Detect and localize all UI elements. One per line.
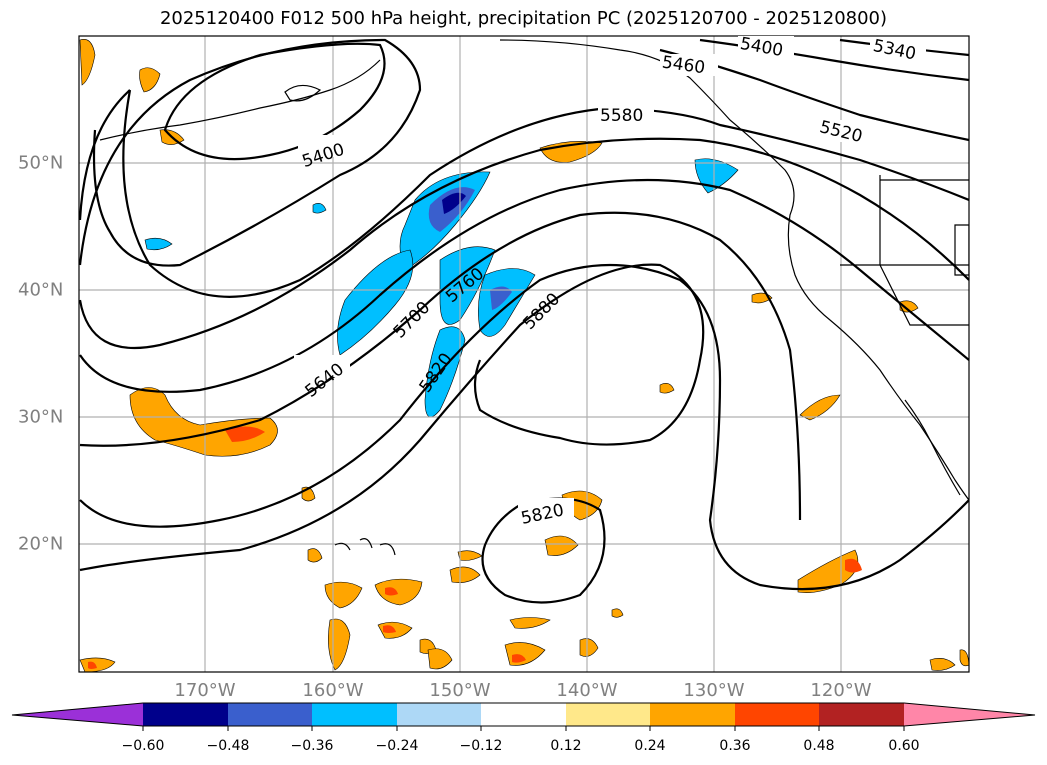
colorbar-tick-label: 0.60 [888,738,920,754]
colorbar-tick-label: −0.24 [375,738,419,754]
colorbar-lower-extension [12,703,143,726]
lon-label: 170°W [174,680,236,701]
lon-label: 130°W [683,680,745,701]
contour-label: 5880 [519,289,564,334]
height-contours [79,38,969,604]
lon-label: 120°W [810,680,872,701]
lon-label: 160°W [302,680,364,701]
map-title: 2025120400 F012 500 hPa height, precipit… [159,8,888,29]
lon-label: 140°W [556,680,618,701]
map-plot-area [79,36,969,672]
lon-label: 150°W [429,680,491,701]
lat-label: 40°N [18,279,64,301]
colorbar-tick-label: −0.48 [206,738,250,754]
coastlines [99,39,969,556]
precip-negative-areas [144,158,739,418]
colorbar-tick-label: 0.48 [803,738,835,754]
colorbar-tick-label: 0.36 [719,738,751,754]
contour-label: 5700 [390,298,435,343]
lat-label: 30°N [18,406,64,428]
lat-label: 50°N [18,152,64,174]
colorbar-tick-label: −0.36 [290,738,334,754]
contour-label: 5580 [600,106,643,126]
colorbar-tick-label: −0.12 [459,738,503,754]
colorbar-tick-label: 0.24 [634,738,666,754]
colorbar-tick-label: −0.60 [121,738,165,754]
colorbar-tick-label: 0.12 [550,738,582,754]
colorbar-upper-extension [904,703,1035,726]
map-frame [78,35,970,673]
colorbar [11,702,1036,731]
contour-label-group: 5340 5400 5460 5520 5580 5400 5640 5700 … [294,34,926,529]
lat-label: 20°N [18,533,64,555]
